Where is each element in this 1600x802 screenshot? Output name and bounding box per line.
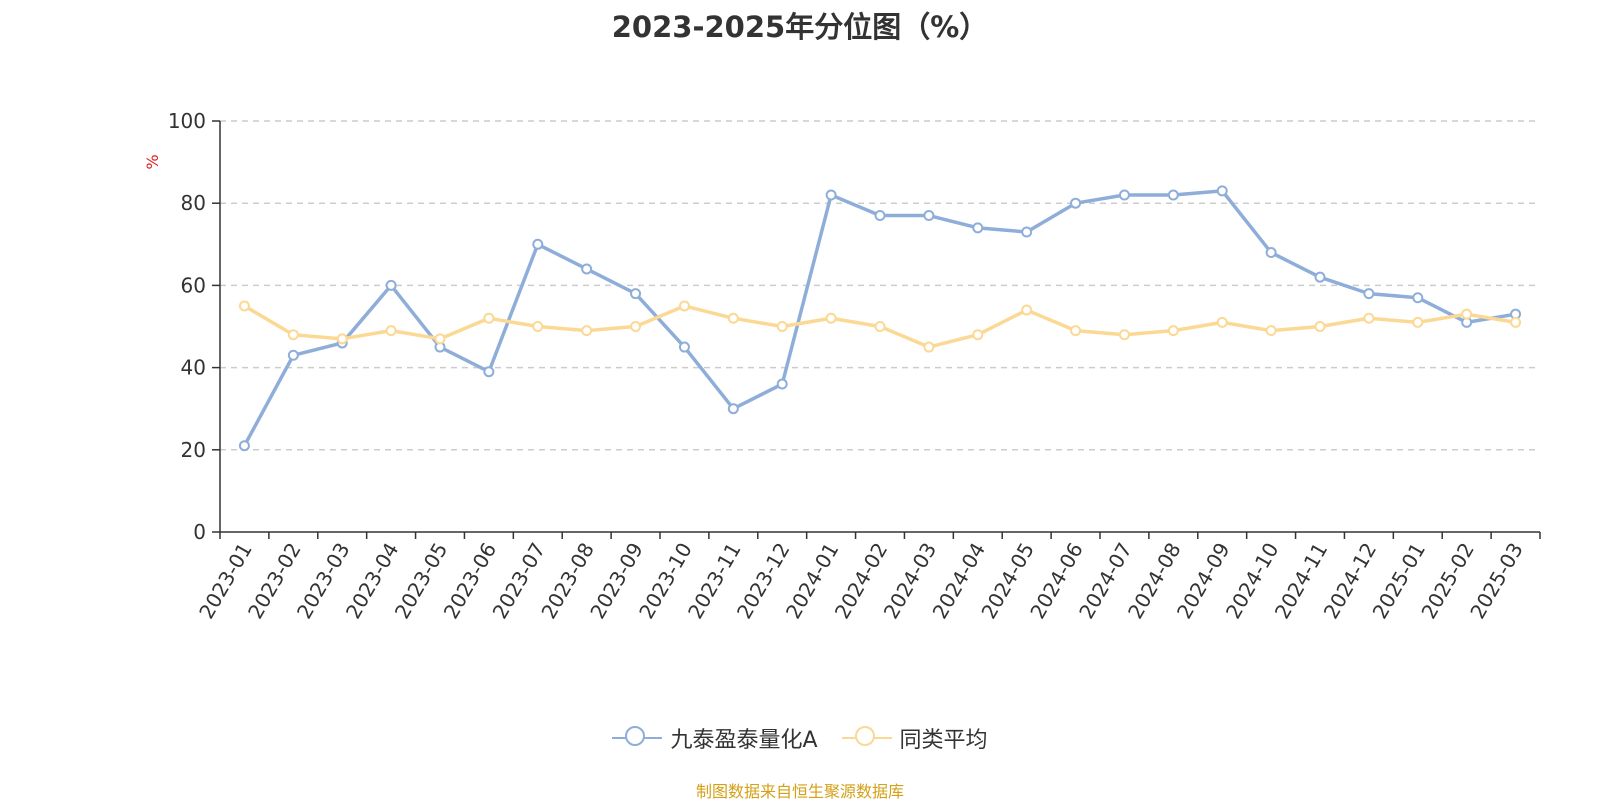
data-point-0[interactable] — [727, 403, 739, 415]
data-point-1[interactable] — [1510, 316, 1522, 328]
data-point-0[interactable] — [972, 222, 984, 234]
data-point-0[interactable] — [1314, 271, 1326, 283]
data-point-0[interactable] — [287, 349, 299, 361]
y-tick-label: 100 — [168, 109, 206, 133]
data-point-0[interactable] — [532, 238, 544, 250]
data-point-0[interactable] — [581, 263, 593, 275]
legend-label: 同类平均 — [899, 728, 988, 753]
y-tick-label: 60 — [181, 273, 206, 297]
series-line-0 — [242, 189, 1516, 447]
data-point-1[interactable] — [1070, 325, 1082, 337]
data-point-1[interactable] — [483, 312, 495, 324]
data-point-1[interactable] — [1461, 308, 1473, 320]
legend-item-fund[interactable]: 九泰盈泰量化A — [612, 722, 818, 754]
data-point-0[interactable] — [385, 279, 397, 291]
data-point-0[interactable] — [678, 341, 690, 353]
data-point-1[interactable] — [776, 321, 788, 332]
data-point-1[interactable] — [1314, 321, 1326, 332]
data-point-1[interactable] — [972, 329, 984, 341]
data-point-1[interactable] — [287, 329, 299, 341]
data-point-1[interactable] — [385, 325, 397, 337]
data-point-0[interactable] — [1167, 189, 1179, 201]
legend-marker-icon — [841, 726, 892, 746]
data-point-0[interactable] — [874, 210, 886, 222]
data-point-0[interactable] — [483, 366, 495, 378]
data-point-0[interactable] — [776, 378, 788, 390]
y-tick-label: 20 — [181, 438, 206, 462]
grid-lines — [220, 120, 1540, 451]
data-point-0[interactable] — [923, 210, 935, 222]
data-point-1[interactable] — [678, 300, 690, 312]
data-point-0[interactable] — [630, 288, 642, 300]
data-point-1[interactable] — [1363, 312, 1375, 324]
legend-label: 九泰盈泰量化A — [670, 728, 818, 753]
data-point-1[interactable] — [630, 321, 642, 332]
y-tick-label: 40 — [181, 356, 206, 380]
legend-marker-icon — [612, 726, 663, 746]
data-point-1[interactable] — [238, 300, 250, 312]
data-point-0[interactable] — [1216, 185, 1228, 197]
data-point-0[interactable] — [1265, 247, 1277, 259]
data-point-0[interactable] — [1021, 226, 1033, 238]
axes: 0204060801002023-012023-022023-032023-04… — [168, 109, 1541, 623]
data-point-0[interactable] — [1118, 189, 1130, 201]
legend-item-average[interactable]: 同类平均 — [841, 722, 988, 754]
data-point-1[interactable] — [727, 312, 739, 324]
data-point-1[interactable] — [336, 333, 348, 345]
data-point-1[interactable] — [532, 321, 544, 332]
source-note: 制图数据来自恒生聚源数据库 — [695, 782, 904, 801]
legend: 九泰盈泰量化A 同类平均 — [0, 722, 1600, 754]
series — [238, 185, 1522, 452]
data-point-1[interactable] — [1216, 316, 1228, 328]
data-point-1[interactable] — [1265, 325, 1277, 337]
data-point-0[interactable] — [825, 189, 837, 201]
data-point-0[interactable] — [1363, 288, 1375, 300]
data-point-1[interactable] — [581, 325, 593, 337]
data-point-0[interactable] — [1412, 292, 1424, 304]
data-point-0[interactable] — [238, 440, 250, 452]
y-tick-label: 0 — [193, 520, 206, 544]
data-point-1[interactable] — [1167, 325, 1179, 337]
data-point-1[interactable] — [434, 333, 446, 345]
data-point-1[interactable] — [1412, 316, 1424, 328]
data-point-1[interactable] — [923, 341, 935, 353]
y-tick-label: 80 — [181, 191, 206, 215]
chart-title: 2023-2025年分位图（%） — [611, 10, 989, 44]
data-point-1[interactable] — [1021, 304, 1033, 316]
data-point-1[interactable] — [1118, 329, 1130, 341]
data-point-0[interactable] — [1070, 197, 1082, 209]
y-axis-unit: % — [143, 154, 162, 169]
data-point-1[interactable] — [825, 312, 837, 324]
data-point-1[interactable] — [874, 321, 886, 332]
